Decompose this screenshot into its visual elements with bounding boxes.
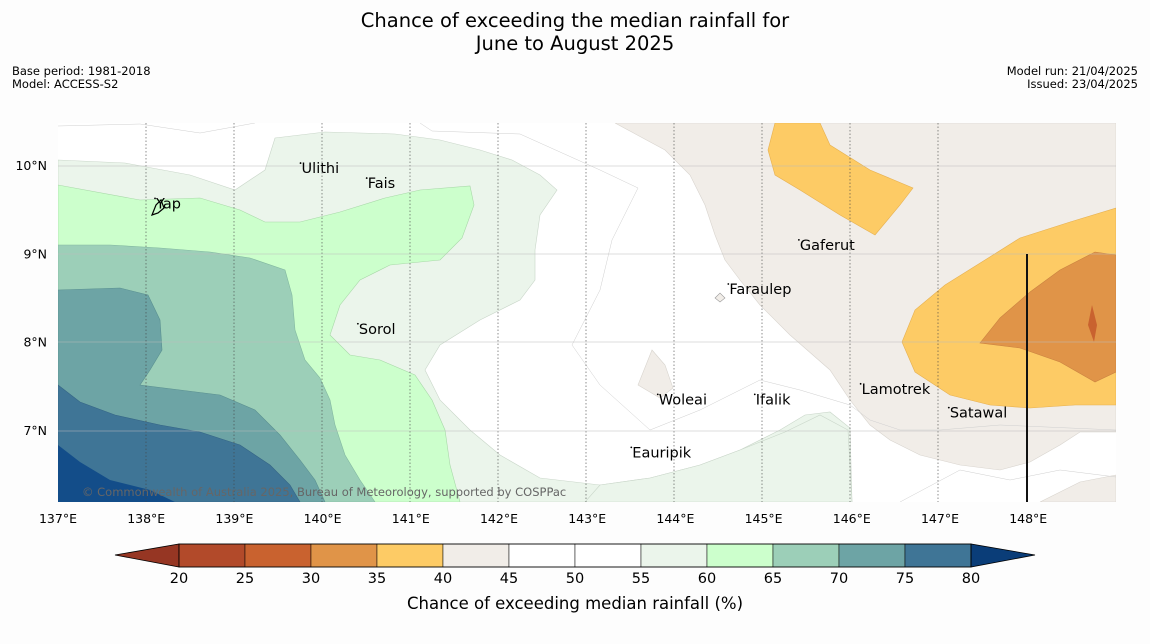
base-period-text: Base period: 1981-2018	[12, 64, 151, 78]
region-40-45-small	[637, 349, 674, 399]
place-label: Sorol	[359, 322, 396, 338]
place-label: Faraulep	[729, 282, 791, 298]
colorbar-tick-label: 25	[236, 571, 254, 587]
longitude-tick-label: 138°E	[127, 511, 165, 526]
longitude-tick-label: 146°E	[833, 511, 871, 526]
faraulep-island-icon	[714, 292, 726, 303]
meta-left: Base period: 1981-2018 Model: ACCESS-S2	[12, 65, 151, 91]
colorbar-segment	[244, 543, 312, 568]
colorbar-tick-label: 70	[830, 571, 848, 587]
longitude-tick-label: 148°E	[1009, 511, 1047, 526]
place-label: Woleai	[659, 392, 707, 408]
place-label: Ifalik	[756, 392, 791, 408]
place-marker	[859, 382, 862, 385]
longitude-tick-label: 142°E	[480, 511, 518, 526]
colorbar-segment	[904, 543, 972, 568]
title-line-1: Chance of exceeding the median rainfall …	[360, 9, 790, 32]
place-marker	[727, 283, 730, 285]
issued-text: Issued: 23/04/2025	[1027, 77, 1138, 91]
region-80-plus	[58, 445, 175, 502]
colorbar-frame	[178, 543, 972, 568]
title-line-2: June to August 2025	[475, 32, 675, 55]
colorbar-tick-label: 30	[302, 571, 320, 587]
yap-island-icon	[150, 198, 165, 216]
place-label: Yap	[155, 196, 181, 212]
region-75-80	[58, 384, 301, 502]
colorbar-high-arrow	[970, 543, 1036, 568]
place-label: Eauripik	[632, 445, 691, 461]
latitude-tick-label: 7°N	[23, 423, 47, 438]
colorbar-tick-label: 65	[764, 571, 782, 587]
colorbar-tick-labels: 20 25 30 35 40 45 50 55 60 65 70 75 80	[170, 571, 980, 587]
latitude-axis: 10°N 9°N 8°N 7°N	[15, 158, 47, 438]
model-run-text: Model run: 21/04/2025	[1006, 64, 1138, 78]
colorbar: 20 25 30 35 40 45 50 55 60 65 70 75 80	[114, 543, 1036, 587]
colorbar-tick-label: 45	[500, 571, 518, 587]
colorbar-tick-label: 60	[698, 571, 716, 587]
place-marker	[656, 393, 659, 396]
place-labels: Ulithi Fais Yap Gaferut Faraulep Sorol Lamotre…	[154, 161, 1007, 461]
place-marker	[947, 406, 950, 409]
contour-line-west	[58, 123, 256, 134]
longitude-tick-label: 139°E	[215, 511, 253, 526]
region-25-30	[1088, 305, 1097, 342]
map-area: Ulithi Fais Yap Gaferut Faraulep Sorol Lamotre…	[58, 123, 1116, 502]
longitude-tick-label: 140°E	[304, 511, 342, 526]
contour-line-south	[899, 469, 1116, 502]
place-label: Fais	[368, 176, 395, 192]
copyright-text: © Commonwealth of Australia 2025, Bureau…	[82, 485, 566, 499]
colorbar-low-arrow	[114, 543, 180, 568]
longitude-tick-label: 145°E	[745, 511, 783, 526]
graticule	[145, 123, 939, 502]
colorbar-tick-label: 40	[434, 571, 452, 587]
place-marker	[154, 197, 156, 200]
place-marker	[797, 238, 800, 241]
place-label: Satawal	[950, 406, 1007, 422]
colorbar-segment	[310, 543, 378, 568]
colorbar-segment	[772, 543, 840, 568]
colorbar-tick-label: 50	[566, 571, 584, 587]
colorbar-tick-label: 20	[170, 571, 188, 587]
region-30-35	[979, 251, 1116, 383]
colorbar-tick-label: 55	[632, 571, 650, 587]
longitude-tick-label: 137°E	[39, 511, 77, 526]
place-marker	[299, 162, 302, 164]
colorbar-segment	[838, 543, 906, 568]
place-marker	[365, 177, 368, 179]
colorbar-tick-label: 80	[962, 571, 980, 587]
place-label: Ulithi	[302, 161, 340, 177]
longitude-tick-label: 143°E	[568, 511, 606, 526]
place-marker	[356, 322, 359, 325]
colorbar-segment	[178, 543, 246, 568]
contour-line-mid	[419, 123, 1116, 431]
colorbar-segment	[706, 543, 774, 568]
latitude-tick-label: 10°N	[15, 158, 47, 173]
longitude-axis: 137°E 138°E 139°E 140°E 141°E 142°E 143°E 144°E…	[39, 511, 1047, 526]
latitude-lines	[58, 165, 1116, 432]
colorbar-segment	[640, 543, 708, 568]
region-35-40-north	[767, 123, 914, 236]
colorbar-segment	[442, 543, 510, 568]
place-label: Gaferut	[800, 238, 855, 254]
latitude-tick-label: 8°N	[23, 335, 47, 350]
longitude-tick-label: 144°E	[656, 511, 694, 526]
place-label: Lamotrek	[862, 382, 931, 398]
colorbar-segments	[178, 543, 972, 568]
region-40-45-se	[1039, 474, 1116, 502]
colorbar-tick-label: 35	[368, 571, 386, 587]
colorbar-segment	[376, 543, 444, 568]
meta-right: Model run: 21/04/2025 Issued: 23/04/2025	[1007, 65, 1138, 91]
place-marker	[630, 446, 633, 449]
model-text: Model: ACCESS-S2	[12, 77, 119, 91]
colorbar-tick-label: 75	[896, 571, 914, 587]
map-title: Chance of exceeding the median rainfall …	[0, 9, 1150, 55]
longitude-tick-label: 141°E	[392, 511, 430, 526]
place-marker	[753, 393, 756, 396]
colorbar-segment	[574, 543, 642, 568]
latitude-tick-label: 9°N	[23, 246, 47, 261]
longitude-tick-label: 147°E	[921, 511, 959, 526]
colorbar-label: Chance of exceeding median rainfall (%)	[406, 594, 744, 613]
colorbar-segment	[508, 543, 576, 568]
